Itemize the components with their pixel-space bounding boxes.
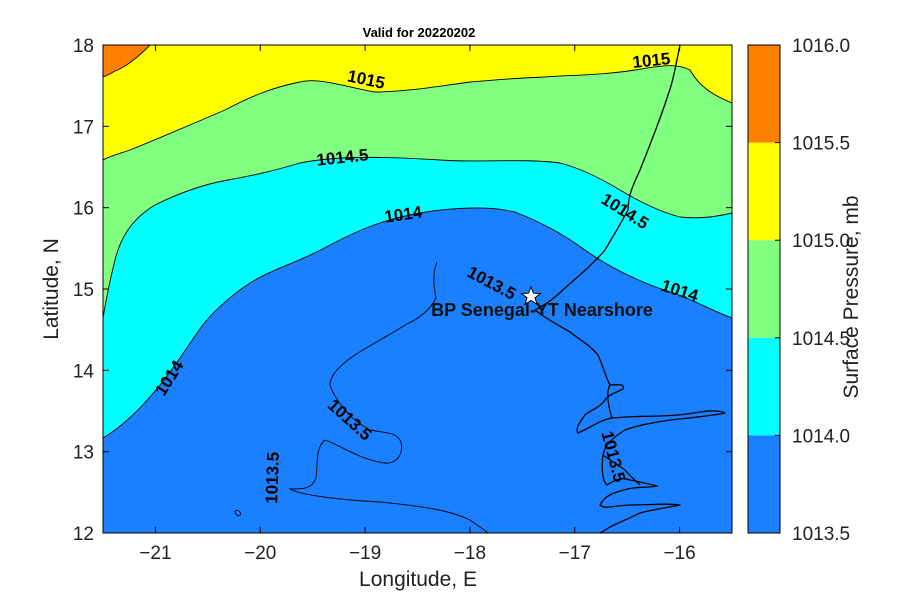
x-tick-label: −17 <box>559 543 591 564</box>
y-tick-label: 18 <box>73 36 94 57</box>
colorbar-label: Surface Pressure, mb <box>840 195 863 398</box>
colorbar-tick-label: 1014.5 <box>792 329 850 350</box>
colorbar-tick-label: 1015.5 <box>792 134 850 155</box>
colorbar-segment <box>748 45 780 143</box>
colorbar-tick-label: 1016.0 <box>792 36 850 57</box>
colorbar-segment <box>748 435 780 533</box>
site-star-icon <box>520 285 542 306</box>
contour-label: 1015 <box>632 49 672 72</box>
colorbar-segment <box>748 240 780 338</box>
y-tick-label: 14 <box>73 361 95 382</box>
x-tick-label: −21 <box>139 543 171 564</box>
x-axis-label: Longitude, E <box>359 568 477 591</box>
pressure-band-1015 <box>103 45 732 160</box>
pressure-band-1015-5 <box>103 45 150 77</box>
colorbar-tick-label: 1014.0 <box>792 426 850 447</box>
x-tick-label: −18 <box>454 543 486 564</box>
contour-lines <box>103 45 732 533</box>
pressure-band-1014-5 <box>103 45 732 318</box>
y-tick-label: 17 <box>73 117 94 138</box>
colorbar-segment <box>748 142 780 241</box>
y-axis-label: Latitude, N <box>40 238 63 340</box>
coastline <box>534 45 726 533</box>
y-tick-label: 13 <box>73 443 94 464</box>
y-tick-label: 16 <box>73 199 94 220</box>
y-tick-label: 12 <box>73 524 94 545</box>
colorbar-tick-label: 1015.0 <box>792 231 850 252</box>
x-tick-label: −16 <box>663 543 695 564</box>
colorbar-tick-label: 1013.5 <box>792 524 850 545</box>
colorbar: 1013.5 1014.0 1014.5 1015.0 1015.5 1016.0 <box>747 36 850 545</box>
contour-label: 1013.5 <box>262 451 283 504</box>
colorbar-frame <box>747 44 781 534</box>
site-label: BP Senegal-YT Nearshore <box>431 300 653 320</box>
x-tick-label: −19 <box>349 543 381 564</box>
colorbar-segment <box>748 337 780 436</box>
y-axis: 12 13 14 15 16 17 18 <box>73 36 732 545</box>
map-title: Valid for 20220202 <box>363 25 476 40</box>
y-tick-label: 15 <box>73 280 94 301</box>
x-axis: −21 −20 −19 −18 −17 −16 <box>139 45 696 564</box>
x-tick-label: −20 <box>244 543 276 564</box>
map-plot-area: 1015 1015 1014.5 1014.5 1014 1014 1014 1… <box>103 45 732 533</box>
